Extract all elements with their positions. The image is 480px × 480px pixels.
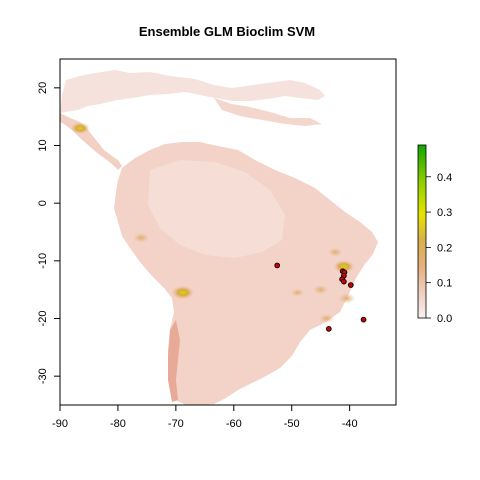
x-tick-label: -60: [226, 418, 242, 430]
occurrence-point: [274, 262, 281, 269]
suitability-hotspot: [318, 313, 335, 324]
land-central-america: [60, 113, 122, 170]
suitability-hotspot: [133, 232, 150, 243]
y-axis: 20 10 0 -10 -20 -30: [37, 82, 60, 384]
land-amazon-interior: [148, 160, 285, 258]
colorbar-tick-label: 0.4: [437, 172, 452, 184]
chart-title: Ensemble GLM Bioclim SVM: [139, 24, 315, 39]
y-tick-label: -20: [37, 311, 49, 327]
colorbar-tick-label: 0.1: [437, 278, 452, 290]
occurrence-point: [341, 278, 347, 285]
colorbar-tick-label: 0.3: [437, 207, 452, 219]
x-axis: -90 -80 -70 -60 -50 -40: [52, 405, 358, 430]
hotspot-layer: [70, 122, 356, 324]
colorbar-tick-label: 0.0: [437, 313, 452, 325]
y-tick-label: 10: [37, 139, 49, 151]
occurrence-point: [360, 316, 367, 323]
suitability-hotspot: [70, 122, 90, 135]
y-tick-label: 0: [37, 200, 49, 206]
occurrence-points: [274, 262, 367, 332]
colorbar-ticks: 0.0 0.1 0.2 0.3 0.4: [426, 172, 452, 325]
suitability-hotspot: [313, 285, 329, 295]
suitability-raster: [60, 70, 378, 405]
x-tick-label: -90: [52, 418, 68, 430]
y-tick-label: -30: [37, 368, 49, 384]
suitability-hotspot: [333, 260, 355, 274]
y-tick-label: 20: [37, 82, 49, 94]
x-tick-label: -80: [110, 418, 126, 430]
land-andes-south: [168, 320, 180, 402]
occurrence-point: [347, 282, 354, 288]
land-florida-caribbean: [214, 98, 322, 126]
y-tick-label: -10: [37, 253, 49, 269]
colorbar-gradient: [417, 144, 427, 319]
x-tick-label: -70: [168, 418, 184, 430]
x-tick-label: -50: [284, 418, 300, 430]
occurrence-point: [325, 326, 332, 332]
colorbar-tick-label: 0.2: [437, 242, 452, 254]
x-tick-label: -40: [342, 418, 358, 430]
plot-frame: [59, 58, 397, 406]
colorbar: 0.0 0.1 0.2 0.3 0.4: [417, 144, 452, 325]
suitability-hotspot: [290, 288, 305, 297]
land-north-america: [60, 70, 325, 113]
suitability-hotspot: [338, 293, 356, 304]
suitability-hotspot: [328, 247, 343, 257]
suitability-hotspot: [171, 285, 194, 300]
